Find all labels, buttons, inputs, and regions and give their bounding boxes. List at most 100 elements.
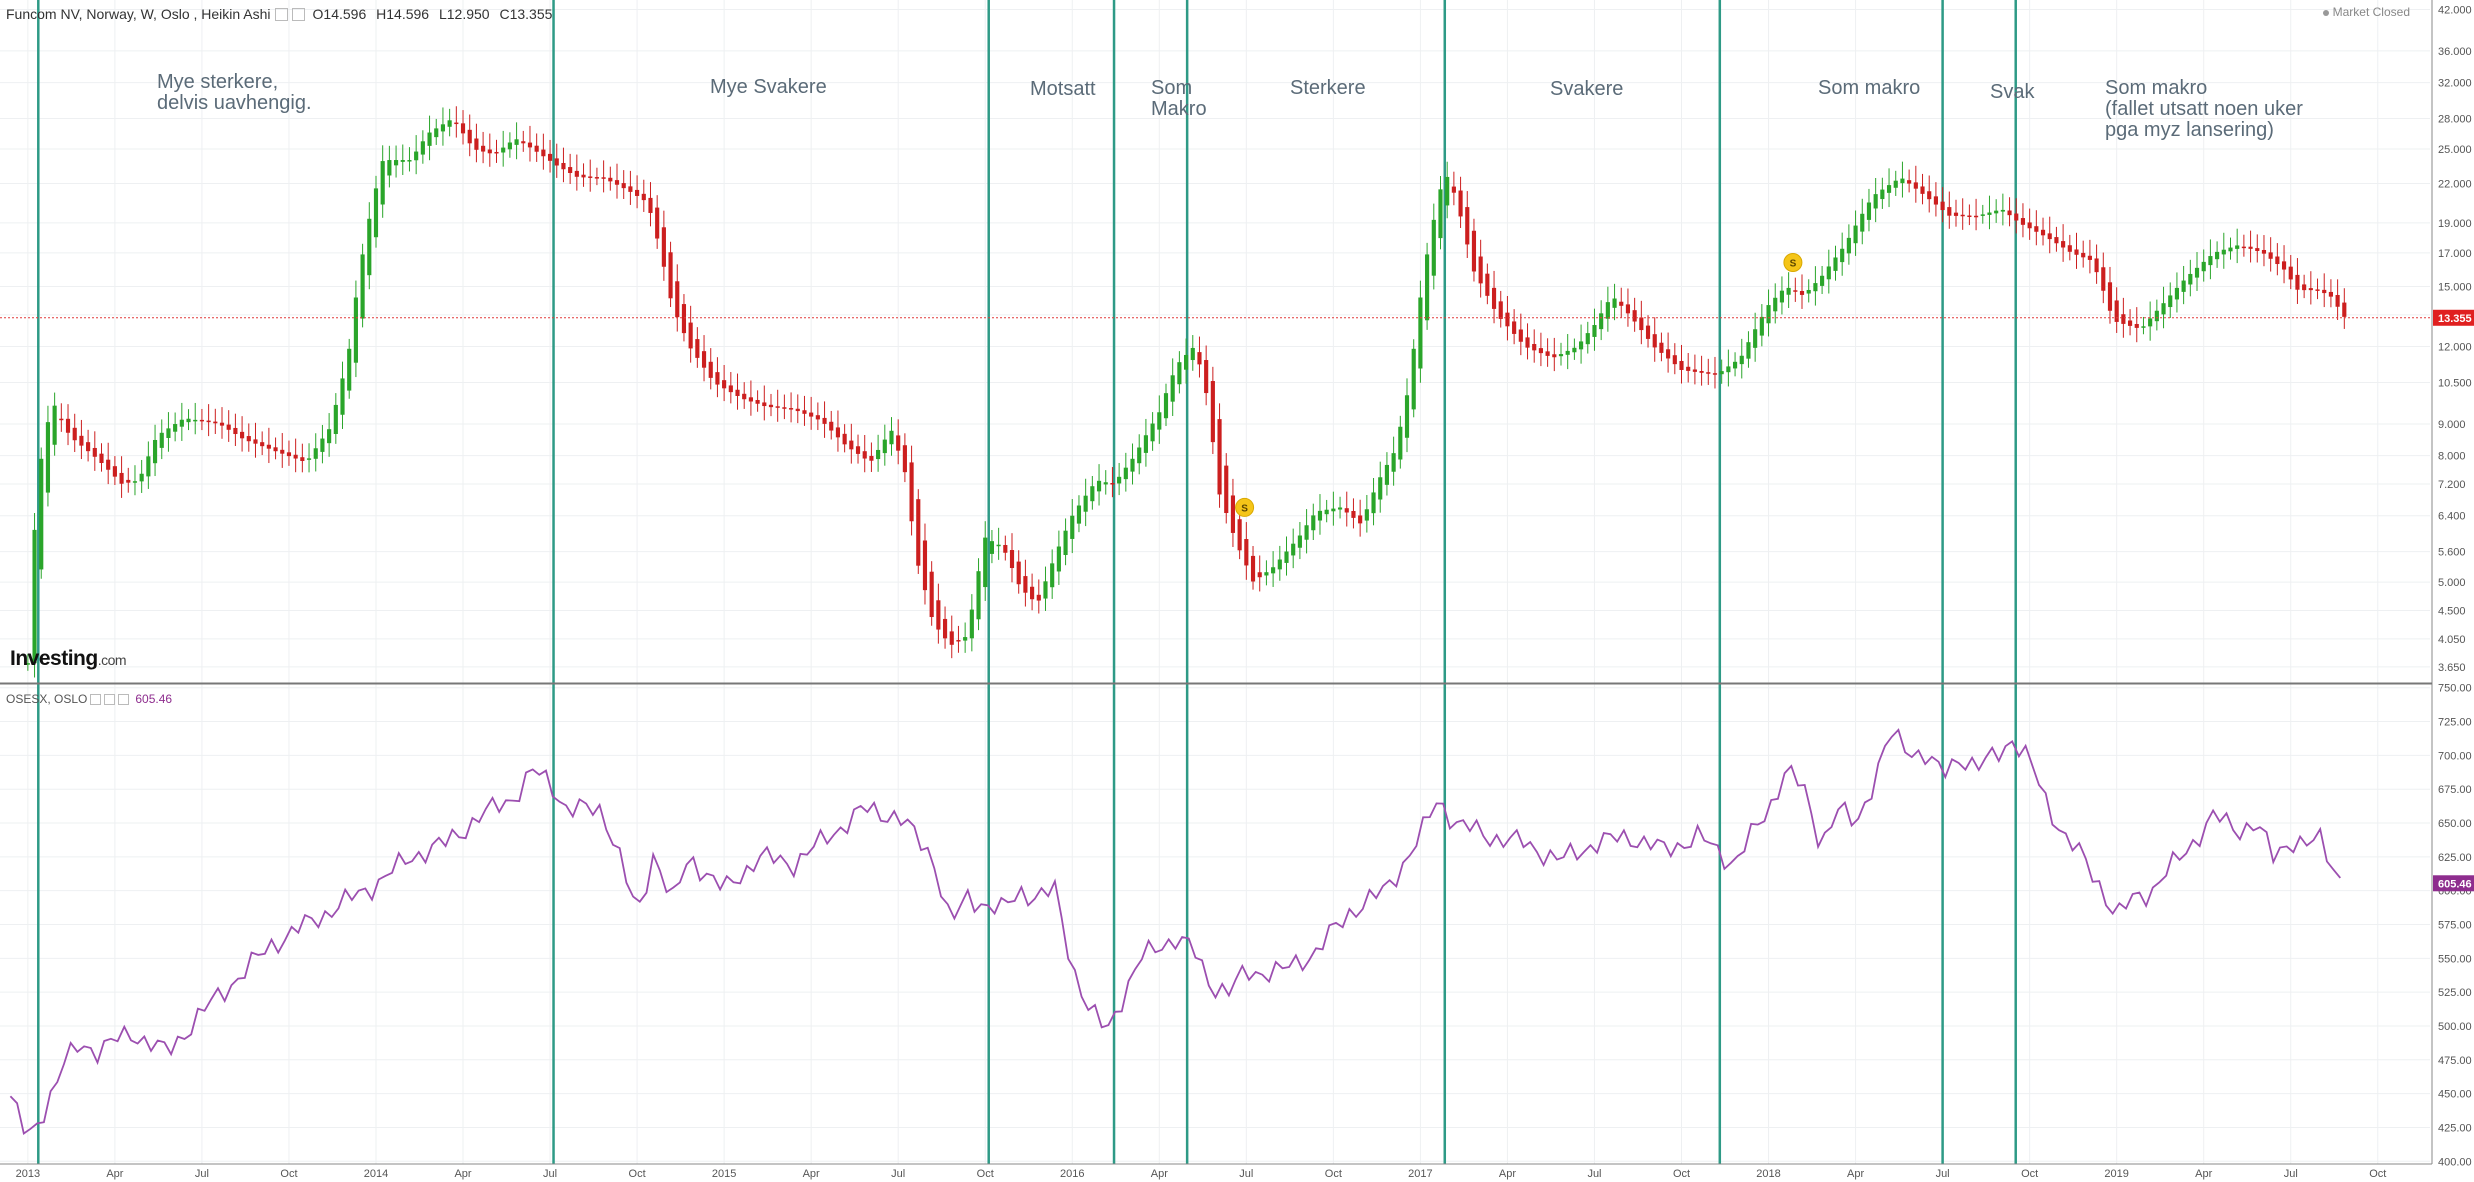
time-tick-label: 2017 — [1408, 1168, 1432, 1180]
candle-body — [173, 424, 178, 432]
candle-body — [1987, 212, 1992, 215]
candle-body — [1157, 412, 1162, 430]
candle-body — [782, 407, 787, 409]
candle-body — [1619, 301, 1624, 306]
visibility-icon[interactable] — [291, 7, 305, 21]
candle-body — [1277, 559, 1282, 570]
event-marker-icon — [1235, 497, 1255, 517]
candle-body — [561, 162, 566, 170]
candle-body — [2047, 233, 2052, 240]
candle-body — [2248, 246, 2253, 249]
candle-body — [206, 420, 211, 423]
candle-body — [1096, 480, 1102, 492]
settings-icon[interactable] — [274, 7, 288, 21]
candle-body — [2168, 295, 2173, 308]
candle-body — [1337, 507, 1343, 510]
candle-body — [1304, 525, 1309, 540]
open-value: O14.596 — [312, 6, 367, 22]
candle-body — [762, 402, 767, 407]
candle-body — [280, 449, 285, 454]
candle-body — [983, 537, 988, 588]
candle-body — [1056, 546, 1061, 572]
settings-icon[interactable] — [90, 693, 102, 705]
candle-body — [1123, 467, 1128, 480]
candle-body — [514, 139, 519, 145]
candle-body — [1023, 576, 1028, 593]
candle-body — [527, 142, 533, 148]
candle-body — [353, 297, 358, 363]
candle-body — [99, 453, 104, 464]
candle-body — [1445, 176, 1450, 206]
last-price-label: 13.355 — [2438, 313, 2472, 325]
candle-body — [1117, 476, 1122, 484]
candle-body — [969, 609, 974, 639]
candle-body — [521, 141, 526, 144]
price-tick-label: 42.000 — [2438, 4, 2472, 16]
candle-body — [1311, 515, 1316, 531]
candle-body — [1491, 287, 1497, 309]
time-tick-label: Oct — [2021, 1168, 2038, 1180]
candle-body — [233, 427, 238, 435]
candle-body — [1411, 348, 1416, 410]
candle-body — [1063, 530, 1068, 555]
candle-body — [2127, 320, 2133, 326]
candle-body — [1719, 371, 1724, 375]
annotation-label: Svakere — [1550, 78, 1624, 100]
candle-body — [735, 389, 740, 396]
candle-body — [393, 160, 399, 166]
candle-body — [1799, 290, 1805, 295]
candle-body — [695, 339, 700, 358]
candle-body — [2007, 210, 2012, 216]
candle-body — [1471, 230, 1477, 272]
candle-body — [628, 186, 633, 192]
candle-body — [708, 361, 713, 378]
candle-body — [1699, 371, 1704, 373]
candle-body — [949, 631, 954, 645]
candle-body — [1679, 360, 1684, 370]
ohlc-values: O14.596 H14.596 L12.950 C13.355 — [313, 6, 559, 22]
candle-body — [681, 304, 687, 334]
candle-body — [1237, 519, 1242, 551]
price-tick-label: 3.650 — [2438, 662, 2466, 674]
candle-body — [1632, 310, 1637, 322]
candle-body — [1404, 395, 1410, 438]
visibility-icon[interactable] — [104, 693, 116, 705]
low-value: L12.950 — [438, 6, 490, 22]
candle-body — [126, 479, 131, 483]
candle-body — [802, 410, 807, 414]
index-tick-label: 425.00 — [2438, 1122, 2472, 1134]
candle-body — [1920, 186, 1925, 194]
price-tick-label: 4.500 — [2438, 605, 2466, 617]
close-icon[interactable] — [118, 693, 130, 705]
candle-body — [1786, 287, 1791, 295]
candle-body — [1364, 509, 1369, 521]
candle-body — [1953, 212, 1959, 216]
candle-body — [795, 408, 800, 412]
candle-body — [1773, 297, 1778, 312]
candle-body — [1552, 354, 1557, 358]
candle-body — [1753, 329, 1758, 348]
candle-body — [1184, 354, 1189, 370]
candle-body — [1391, 453, 1396, 472]
candle-body — [815, 415, 820, 420]
index-tick-label: 675.00 — [2438, 784, 2472, 796]
candle-body — [1886, 185, 1892, 193]
price-tick-label: 36.000 — [2438, 46, 2472, 58]
high-value: H14.596 — [376, 6, 430, 22]
candle-body — [2194, 267, 2200, 278]
candle-body — [896, 435, 901, 451]
candle-body — [159, 432, 164, 448]
price-tick-label: 4.050 — [2438, 634, 2466, 646]
candle-body — [1398, 426, 1403, 460]
candle-body — [1659, 342, 1664, 353]
candle-body — [909, 462, 914, 522]
time-tick-label: Apr — [803, 1168, 820, 1180]
candle-body — [72, 427, 77, 441]
candle-body — [876, 449, 881, 460]
candle-body — [1083, 495, 1088, 512]
candle-body — [2228, 247, 2233, 252]
candle-body — [2215, 251, 2220, 260]
candle-body — [829, 421, 834, 431]
candle-body — [1317, 510, 1323, 521]
